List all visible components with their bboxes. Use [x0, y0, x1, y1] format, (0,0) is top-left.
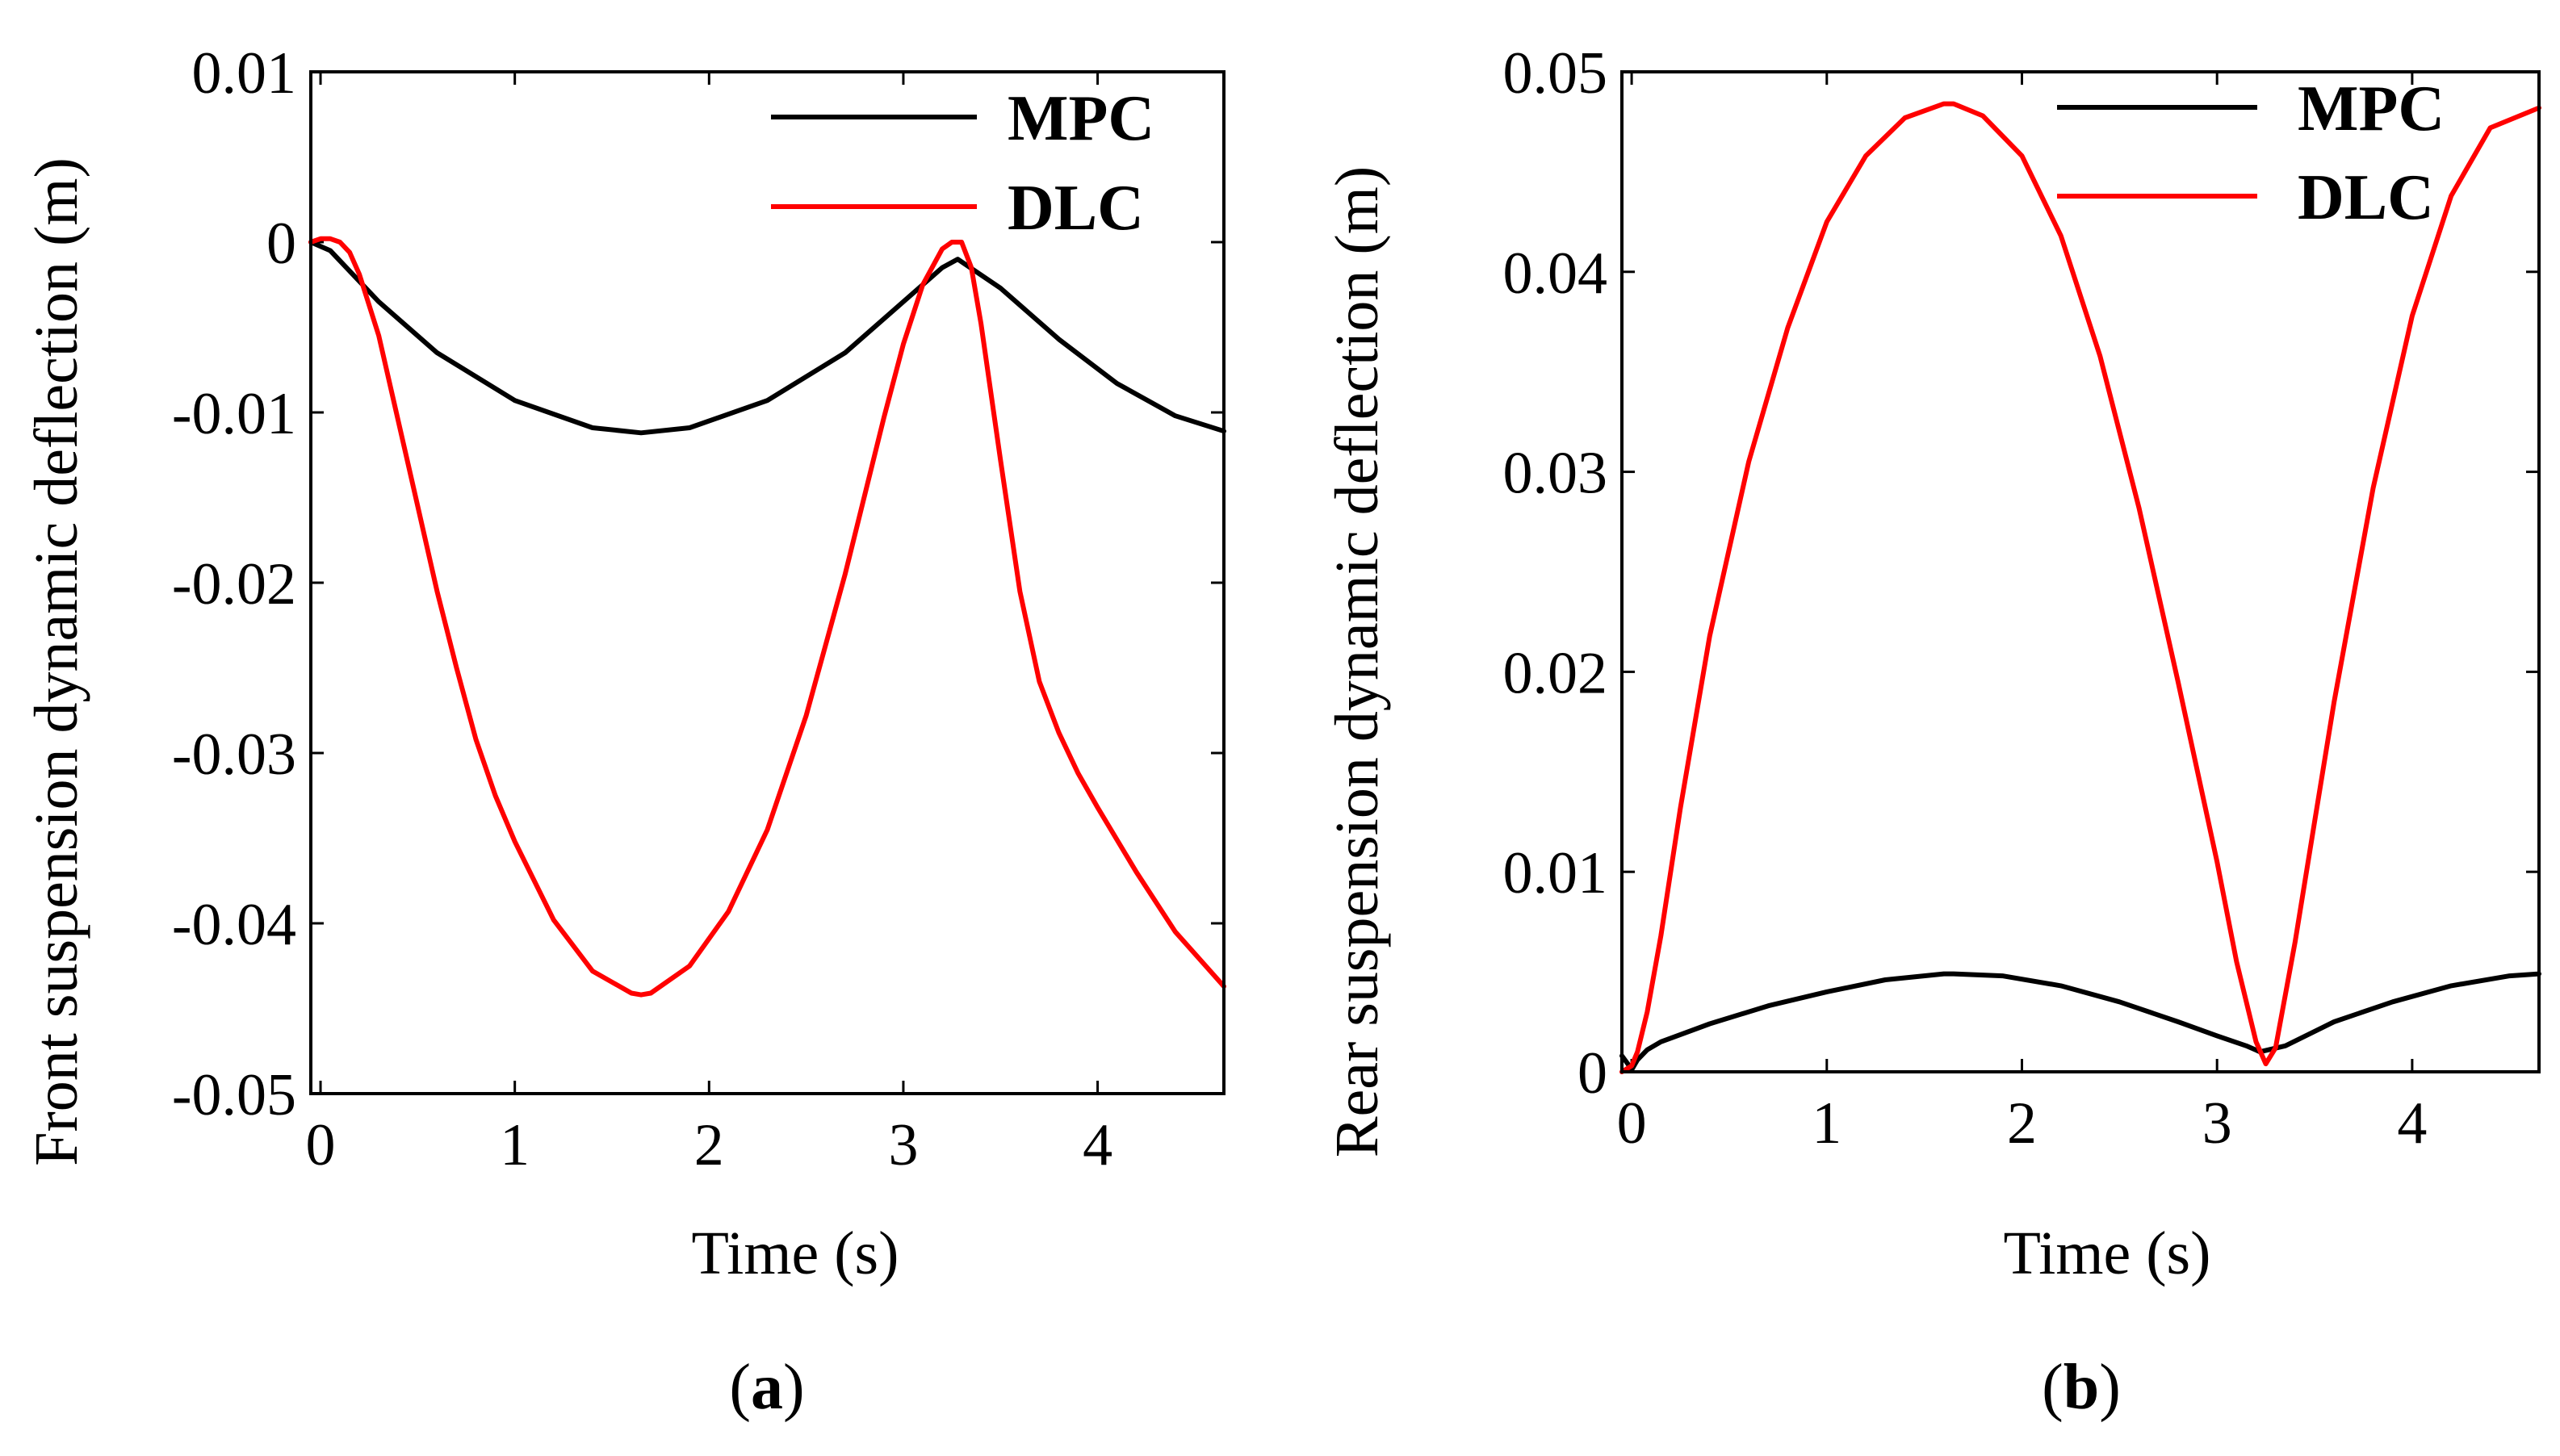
caption-a-letter: a: [751, 1352, 783, 1423]
chart-panel-a: 0 1 2 3 4 0.01 0 -0.01 -0.02 -0.03 -0.04 -0.05 MPC…: [23, 40, 1226, 1423]
x-tick-label: 0: [1617, 1090, 1647, 1157]
legend: MPC DLC: [771, 83, 1154, 244]
y-tick-label: 0: [266, 211, 296, 277]
x-tick-label: 3: [2202, 1090, 2232, 1157]
y-tick-label: -0.02: [172, 551, 296, 617]
x-tick-label: 1: [500, 1112, 530, 1178]
y-tick-label: 0.03: [1503, 441, 1608, 507]
legend-label-dlc: DLC: [2298, 162, 2434, 233]
y-tick-label: 0.01: [192, 40, 297, 107]
series-lines: [1619, 101, 2541, 1074]
x-axis-title: Time (s): [2004, 1220, 2211, 1287]
x-tick-label: 4: [1083, 1112, 1112, 1178]
x-tick-labels: 0 1 2 3 4: [1617, 1090, 2428, 1157]
x-tick-labels: 0 1 2 3 4: [306, 1112, 1113, 1178]
plot-frame: [1620, 70, 2541, 1073]
series-line-mpc: [1619, 971, 2541, 1073]
plot-frame: [309, 70, 1226, 1095]
y-tick-label: -0.03: [172, 722, 296, 788]
legend: MPC DLC: [2057, 73, 2445, 233]
y-tick-label: -0.05: [172, 1062, 296, 1128]
y-tick-labels: 0.01 0 -0.01 -0.02 -0.03 -0.04 -0.05: [172, 40, 296, 1128]
chart-panel-b: 0 1 2 3 4 0.05 0.04 0.03 0.02 0.01 0 MPC DLC Time…: [1323, 40, 2541, 1423]
series-line-dlc: [1619, 101, 2541, 1074]
legend-label-dlc: DLC: [1008, 173, 1144, 244]
x-tick-label: 4: [2397, 1090, 2427, 1157]
caption-b-letter: b: [2064, 1352, 2100, 1423]
y-tick-label: 0.02: [1503, 640, 1608, 706]
y-tick-label: 0.05: [1503, 40, 1608, 107]
y-tick-label: 0.04: [1503, 241, 1608, 307]
x-tick-label: 3: [888, 1112, 918, 1178]
y-axis-title: Front suspension dynamic deflection (m): [23, 157, 90, 1166]
y-tick-label: -0.04: [172, 892, 296, 958]
x-tick-label: 2: [2007, 1090, 2037, 1157]
series-lines: [308, 236, 1226, 998]
series-line-mpc: [308, 240, 1226, 436]
y-axis-title: Rear suspension dynamic deflection (m): [1323, 166, 1391, 1157]
caption-a: (a): [729, 1352, 804, 1423]
y-tick-label: -0.01: [172, 381, 296, 447]
x-tick-label: 2: [694, 1112, 724, 1178]
series-line-dlc: [308, 236, 1226, 998]
legend-label-mpc: MPC: [2298, 73, 2445, 144]
legend-label-mpc: MPC: [1008, 83, 1154, 154]
x-tick-label: 0: [306, 1112, 336, 1178]
y-tick-labels: 0.05 0.04 0.03 0.02 0.01 0: [1503, 40, 1608, 1107]
y-tick-label: 0: [1577, 1040, 1607, 1107]
x-tick-label: 1: [1812, 1090, 1841, 1157]
x-axis-title: Time (s): [692, 1220, 899, 1287]
y-tick-label: 0.01: [1503, 840, 1608, 906]
caption-b: (b): [2042, 1352, 2121, 1423]
